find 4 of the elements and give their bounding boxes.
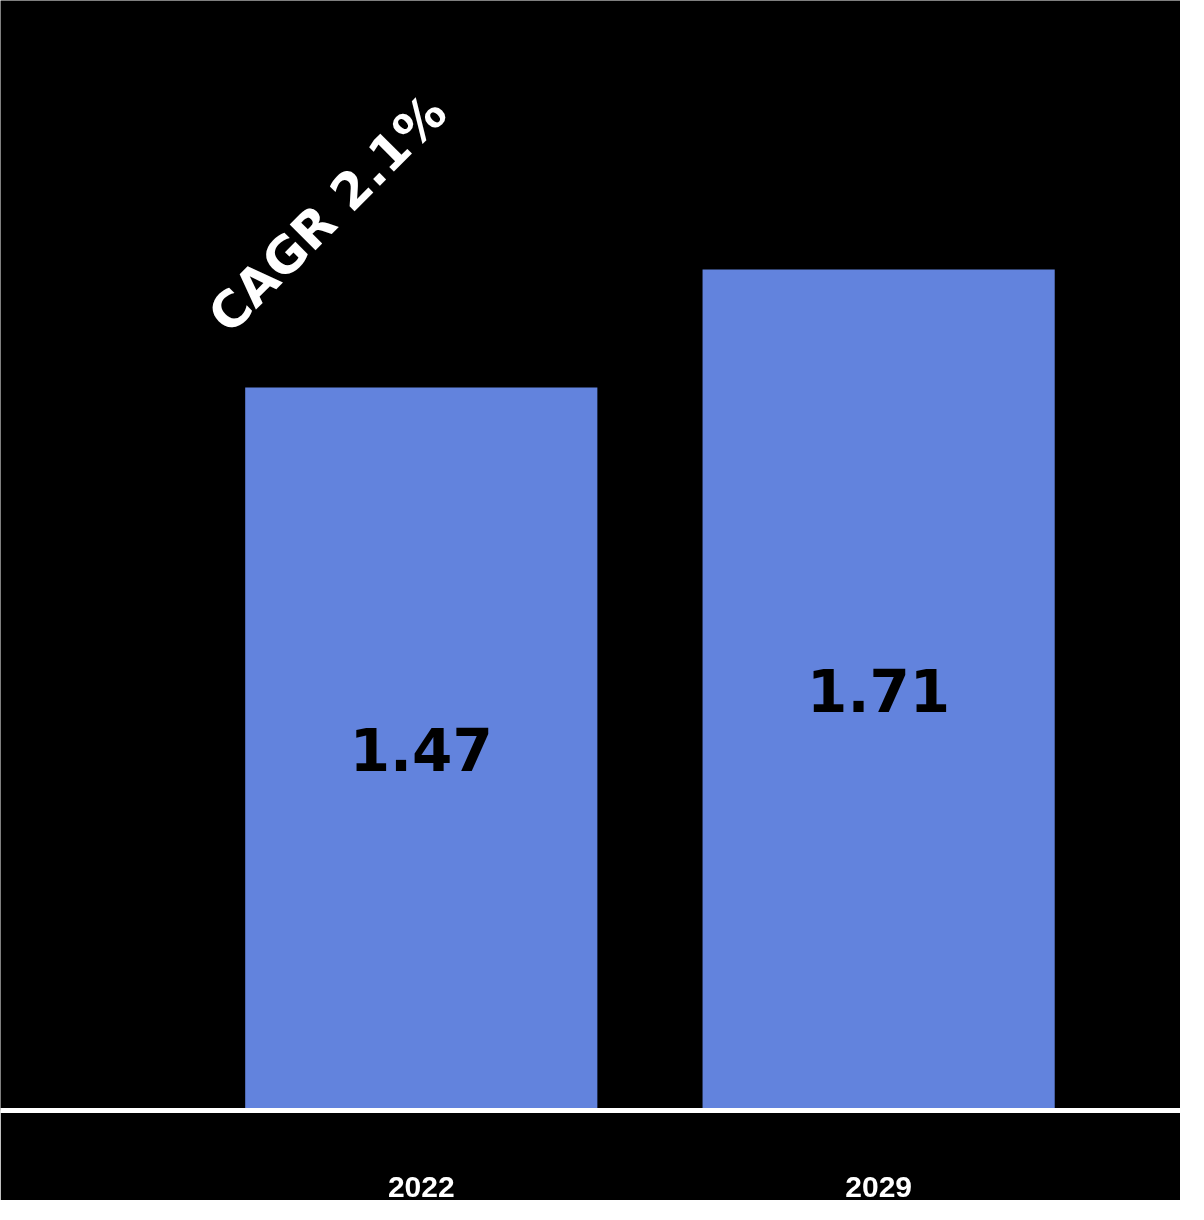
data-label: 1.71 [807, 657, 951, 726]
data-label: 1.47 [349, 716, 493, 785]
x-tick-label: 2029 [845, 1169, 913, 1203]
x-tick-label: 2022 [387, 1169, 455, 1203]
